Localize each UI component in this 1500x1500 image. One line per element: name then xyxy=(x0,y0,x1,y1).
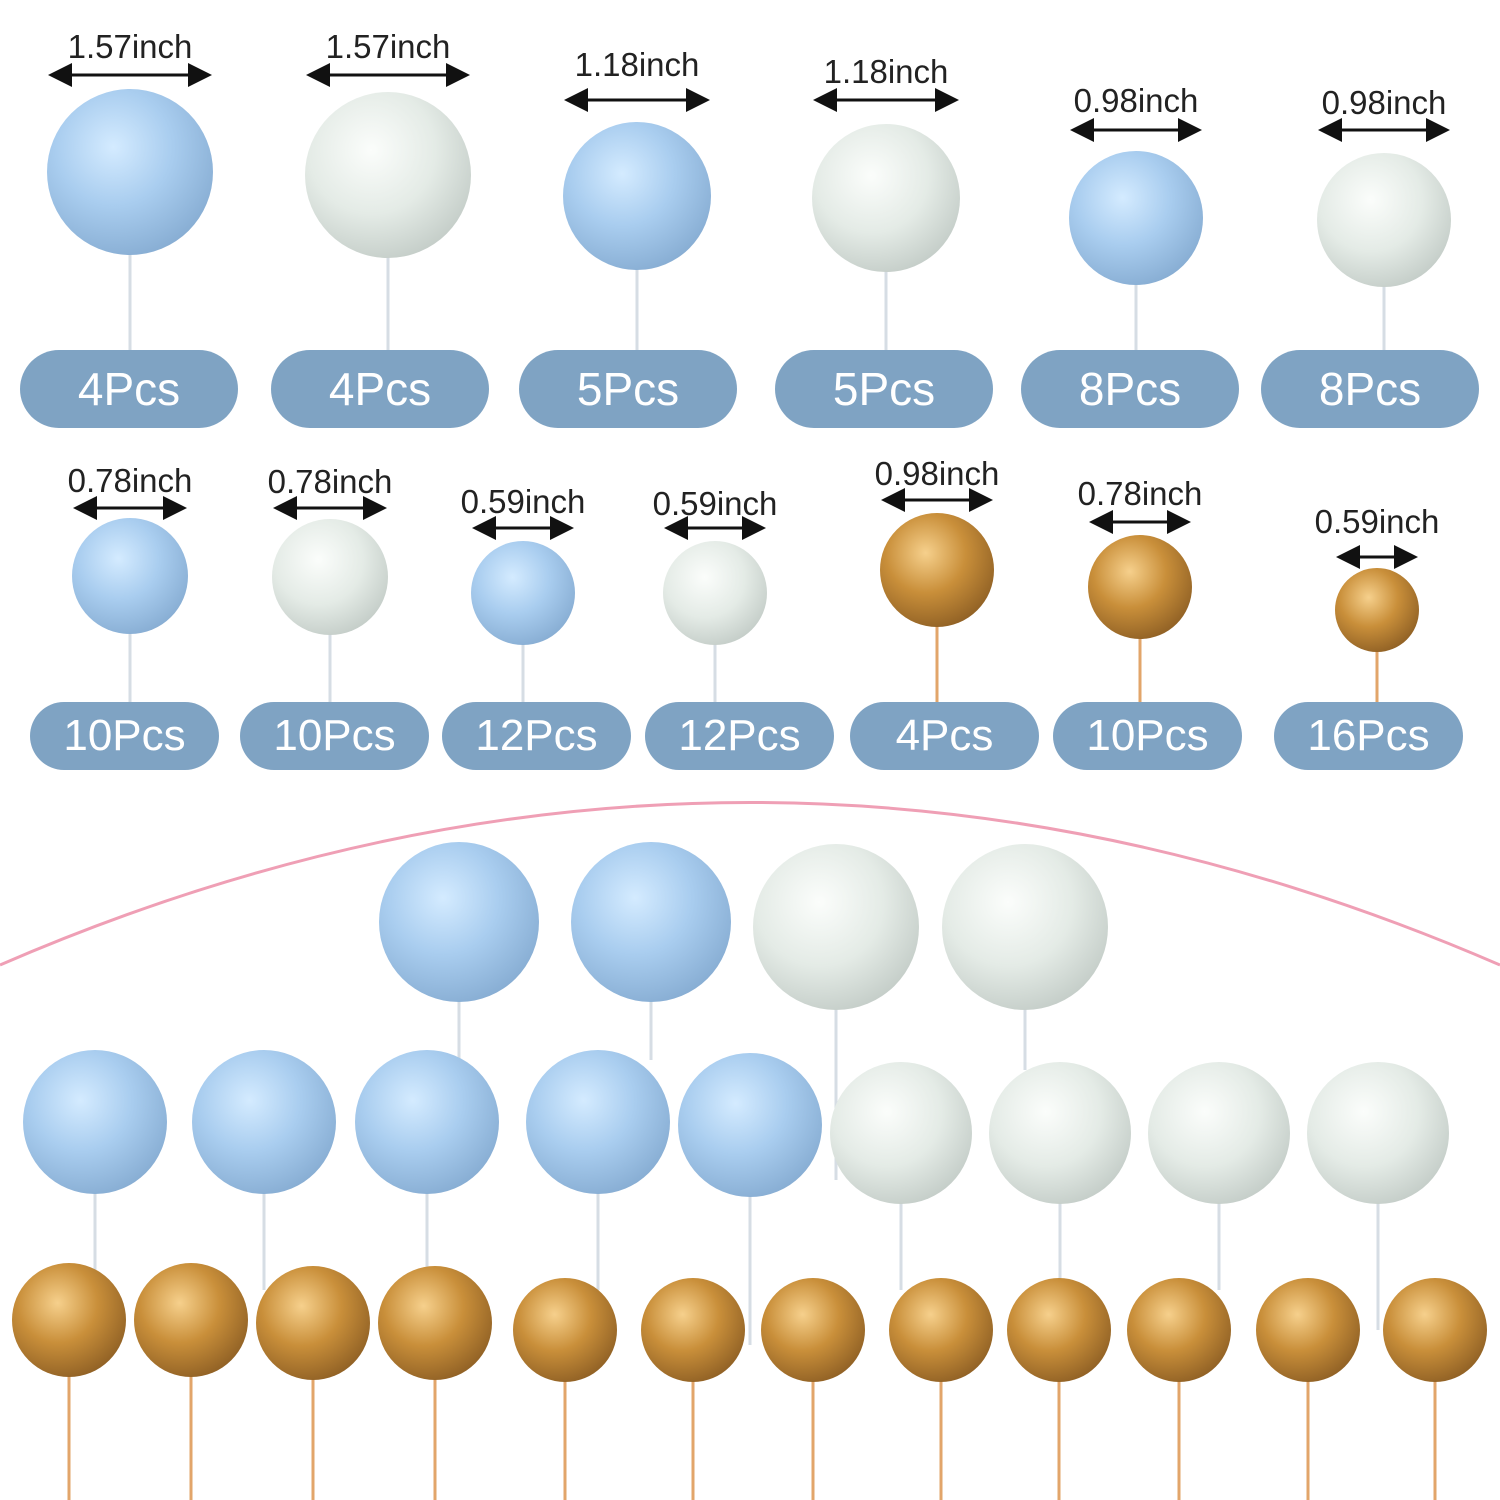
blue-ball xyxy=(72,518,188,634)
white-ball xyxy=(272,519,388,635)
gold-ball xyxy=(1383,1278,1487,1382)
blue-ball xyxy=(678,1053,822,1197)
blue-ball xyxy=(379,842,539,1002)
blue-ball xyxy=(355,1050,499,1194)
size-label: 0.98inch xyxy=(1073,82,1199,119)
size-label: 0.78inch xyxy=(267,463,393,500)
gold-ball xyxy=(1256,1278,1360,1382)
gold-ball xyxy=(134,1263,248,1377)
gold-ball xyxy=(889,1278,993,1382)
gold-ball xyxy=(641,1278,745,1382)
size-label: 1.18inch xyxy=(823,53,949,90)
white-ball xyxy=(663,541,767,645)
blue-ball xyxy=(526,1050,670,1194)
count-badge: 8Pcs xyxy=(1021,350,1239,428)
gold-ball xyxy=(513,1278,617,1382)
size-label: 0.59inch xyxy=(652,485,778,522)
white-ball xyxy=(1307,1062,1449,1204)
blue-ball xyxy=(571,842,731,1002)
gold-ball xyxy=(378,1266,492,1380)
size-label: 1.57inch xyxy=(325,28,451,65)
count-badge: 12Pcs xyxy=(442,702,631,770)
blue-ball xyxy=(192,1050,336,1194)
gold-ball xyxy=(12,1263,126,1377)
gold-ball xyxy=(1007,1278,1111,1382)
count-badge: 4Pcs xyxy=(20,350,238,428)
white-ball xyxy=(753,844,919,1010)
size-label: 0.98inch xyxy=(874,455,1000,492)
count-badge: 8Pcs xyxy=(1261,350,1479,428)
count-badge: 16Pcs xyxy=(1274,702,1463,770)
gold-ball xyxy=(880,513,994,627)
count-badge: 10Pcs xyxy=(30,702,219,770)
size-label: 1.57inch xyxy=(67,28,193,65)
count-badge: 10Pcs xyxy=(240,702,429,770)
gold-ball xyxy=(256,1266,370,1380)
count-badge: 4Pcs xyxy=(850,702,1039,770)
blue-ball xyxy=(47,89,213,255)
count-badge: 4Pcs xyxy=(271,350,489,428)
blue-ball xyxy=(23,1050,167,1194)
blue-ball xyxy=(471,541,575,645)
count-badge: 5Pcs xyxy=(775,350,993,428)
gold-ball xyxy=(761,1278,865,1382)
blue-ball xyxy=(563,122,711,270)
count-badge: 10Pcs xyxy=(1053,702,1242,770)
count-badge: 5Pcs xyxy=(519,350,737,428)
gold-ball xyxy=(1335,568,1419,652)
white-ball xyxy=(812,124,960,272)
size-label: 0.78inch xyxy=(67,462,193,499)
size-label: 0.59inch xyxy=(460,483,586,520)
gold-ball xyxy=(1088,535,1192,639)
size-label: 0.78inch xyxy=(1077,475,1203,512)
size-label: 0.98inch xyxy=(1321,84,1447,121)
white-ball xyxy=(830,1062,972,1204)
white-ball xyxy=(989,1062,1131,1204)
white-ball xyxy=(942,844,1108,1010)
blue-ball xyxy=(1069,151,1203,285)
count-badge: 12Pcs xyxy=(645,702,834,770)
white-ball xyxy=(1148,1062,1290,1204)
white-ball xyxy=(1317,153,1451,287)
size-label: 1.18inch xyxy=(574,46,700,83)
size-label: 0.59inch xyxy=(1314,503,1440,540)
decorative-arc xyxy=(0,801,1500,967)
white-ball xyxy=(305,92,471,258)
gold-ball xyxy=(1127,1278,1231,1382)
